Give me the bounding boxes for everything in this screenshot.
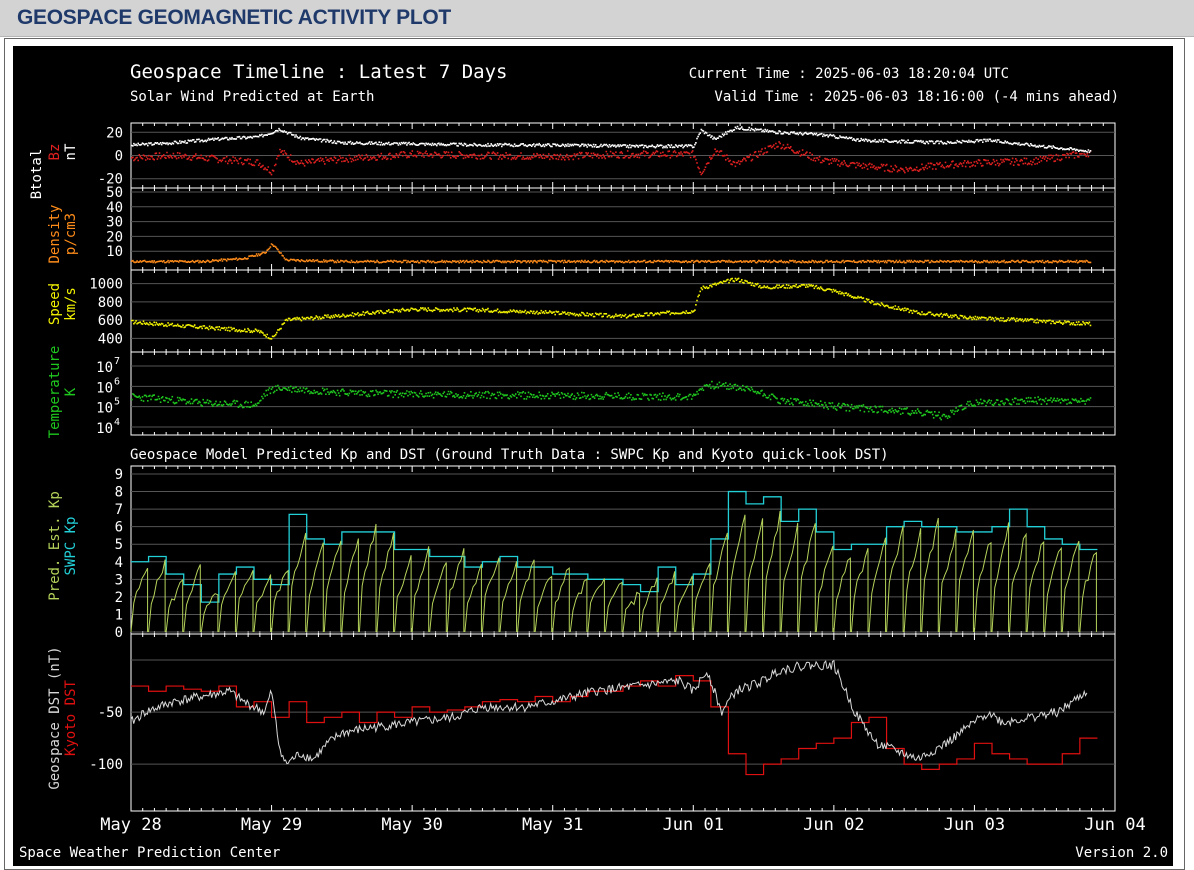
temperature-unit-label: K [63, 387, 79, 396]
kp-tick-label: 6 [115, 520, 123, 536]
geospace-dst-series [130, 659, 1088, 765]
temperature-tick-label: 10 [96, 421, 113, 437]
x-tick-label: May 29 [241, 815, 302, 835]
temperature-series [131, 380, 1092, 421]
x-axis: May 28 May 29 May 30 May 31 Jun 01 Jun 02 Jun … [100, 815, 1145, 835]
speed-panel-frame-ticks [130, 270, 1116, 352]
kp-tick-label: 0 [115, 625, 123, 641]
density-series [131, 243, 1092, 264]
swpc-kp-axis-label: SWPC Kp [63, 516, 79, 575]
current-time: Current Time : 2025-06-03 18:20:04 UTC [689, 66, 1009, 82]
plot-title: Geospace Timeline : Latest 7 Days [130, 61, 508, 83]
footer-left: Space Weather Prediction Center [19, 845, 280, 861]
density-panel-frame-ticks [130, 188, 1116, 270]
bz-series [131, 141, 1092, 176]
x-tick-label: Jun 04 [1084, 815, 1145, 835]
temperature-tick-exponent: 4 [114, 417, 120, 428]
dst-panel-frame-ticks [130, 634, 1116, 811]
temperature-tick-exponent: 5 [114, 397, 120, 408]
kp-tick-label: 8 [115, 485, 123, 501]
dst-tick-label: -50 [98, 705, 123, 721]
bfield-tick-label: -20 [98, 172, 123, 188]
speed-tick-label: 800 [98, 295, 123, 311]
page-title: GEOSPACE GEOMAGNETIC ACTIVITY PLOT [17, 6, 451, 29]
kp-tick-label: 2 [115, 590, 123, 606]
page-header: GEOSPACE GEOMAGNETIC ACTIVITY PLOT [0, 0, 1194, 37]
temperature-tick-label: 10 [96, 380, 113, 396]
speed-axis-label: Speed [47, 283, 63, 325]
kp-tick-label: 7 [115, 502, 123, 518]
temperature-tick-exponent: 6 [114, 376, 120, 387]
density-tick-label: 10 [106, 244, 123, 260]
kp-tick-label: 9 [115, 467, 123, 483]
plot-background [13, 46, 1173, 866]
speed-tick-label: 600 [98, 313, 123, 329]
x-tick-label: Jun 03 [944, 815, 1005, 835]
valid-time: Valid Time : 2025-06-03 18:16:00 (-4 min… [714, 89, 1119, 105]
kp-tick-label: 1 [115, 607, 123, 623]
bfield-tick-label: 0 [115, 149, 123, 165]
geospace-dst-axis-label: Geospace DST (nT) [47, 646, 63, 789]
bfield-panel-frame-ticks [130, 123, 1116, 188]
temperature-axis-label: Temperature [47, 346, 63, 439]
nt-axis-label: nT [63, 143, 79, 160]
plot-subtitle: Solar Wind Predicted at Earth [130, 89, 374, 105]
kp-tick-label: 5 [115, 537, 123, 553]
kyoto-dst-axis-label: Kyoto DST [63, 680, 79, 756]
bz-axis-label: Bz [47, 144, 63, 161]
swpc-kp-series [131, 490, 1098, 603]
density-tick-label: 30 [106, 215, 123, 231]
temperature-panel-frame-ticks [130, 352, 1116, 435]
density-tick-label: 40 [106, 200, 123, 216]
density-axis-label: Density [47, 204, 63, 263]
speed-tick-label: 400 [98, 331, 123, 347]
x-tick-label: Jun 02 [803, 815, 864, 835]
density-tick-label: 50 [106, 185, 123, 201]
pred-kp-series [130, 510, 1097, 633]
temperature-tick-label: 10 [96, 360, 113, 376]
x-tick-label: Jun 01 [663, 815, 724, 835]
speed-series [131, 277, 1092, 340]
dst-tick-label: -100 [89, 757, 123, 773]
speed-unit-label: km/s [63, 287, 79, 321]
temperature-tick-label: 10 [96, 401, 113, 417]
btotal-series [131, 125, 1092, 153]
temperature-tick-exponent: 7 [114, 356, 120, 367]
x-tick-label: May 31 [522, 815, 583, 835]
pred-kp-axis-label: Pred. Est. Kp [47, 491, 63, 601]
btotal-axis-label: Btotal [29, 149, 45, 200]
density-unit-label: p/cm3 [63, 213, 79, 255]
geomagnetic-activity-plot: Geospace Timeline : Latest 7 Days Solar … [13, 46, 1173, 866]
bfield-tick-label: 20 [106, 125, 123, 141]
kp-tick-label: 4 [115, 555, 123, 571]
speed-tick-label: 1000 [89, 277, 123, 293]
footer-right: Version 2.0 [1075, 845, 1168, 861]
model-title: Geospace Model Predicted Kp and DST (Gro… [130, 447, 889, 463]
density-tick-label: 20 [106, 229, 123, 245]
kp-tick-label: 3 [115, 572, 123, 588]
x-tick-label: May 28 [100, 815, 161, 835]
x-tick-label: May 30 [381, 815, 442, 835]
